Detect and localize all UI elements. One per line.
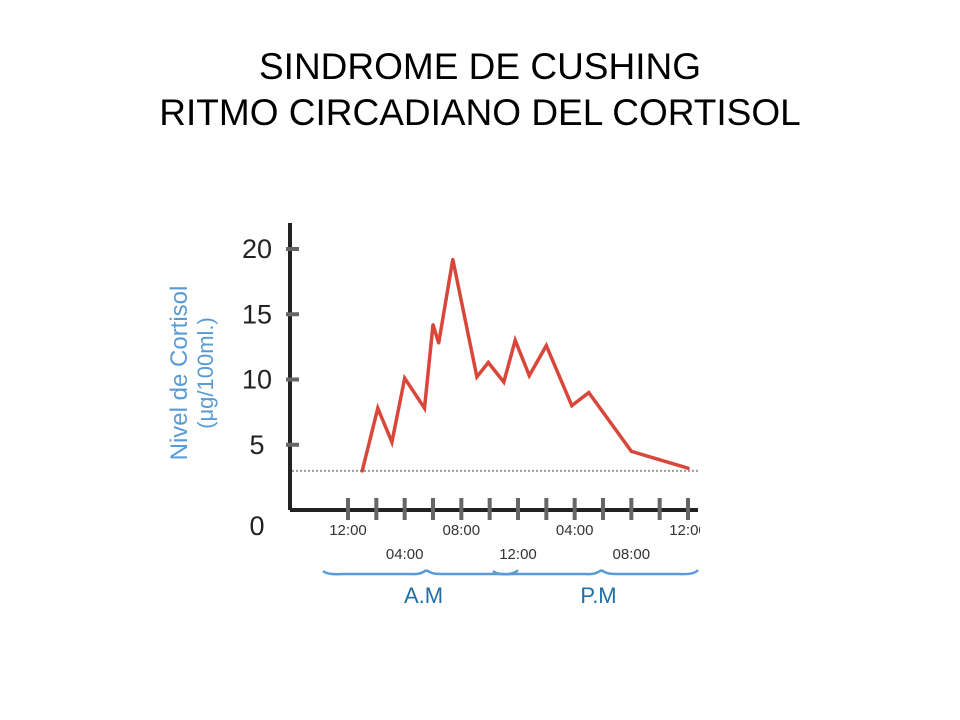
y-tick-label: 10 [242, 365, 272, 395]
period-label: A.M [404, 583, 443, 605]
x-tick-label: 08:00 [443, 522, 481, 539]
cortisol-data-point [629, 449, 633, 453]
chart-svg: Nivel de Cortisol (μg/100ml.) 20 15 10 5 0 12:0… [166, 223, 700, 605]
cortisol-chart: Nivel de Cortisol (μg/100ml.) 20 15 10 5 0 12:0… [153, 213, 700, 605]
cortisol-data-point [390, 440, 394, 444]
period-brace [492, 569, 699, 576]
cortisol-data-point [376, 406, 380, 410]
cortisol-data-point [451, 257, 455, 262]
cortisol-data-point [403, 376, 407, 380]
cortisol-data-point [475, 375, 479, 379]
x-tick-label: 12:00 [499, 546, 537, 563]
y-axis-label: Nivel de Cortisol [166, 286, 193, 461]
cortisol-data-point [686, 466, 690, 470]
cortisol-data-point [437, 341, 441, 345]
y-tick-label: 0 [249, 511, 264, 541]
title-line-2: RITMO CIRCADIANO DEL CORTISOL [159, 92, 801, 133]
cortisol-data-point [360, 469, 364, 473]
x-tick-label: 08:00 [613, 546, 651, 563]
period-label: P.M [580, 583, 616, 605]
cortisol-data-point [544, 343, 548, 348]
x-tick-label: 04:00 [386, 546, 424, 563]
cortisol-data-point [570, 404, 574, 408]
x-tick-label: 04:00 [556, 522, 594, 539]
cortisol-data-point [422, 406, 427, 410]
cortisol-series-line [360, 259, 690, 473]
cortisol-data-point [502, 380, 506, 384]
cortisol-data-point [587, 390, 591, 395]
y-tick-label: 15 [242, 299, 272, 329]
cortisol-data-point [513, 338, 517, 342]
title-line-1: SINDROME DE CUSHING [259, 46, 701, 87]
period-brace [322, 569, 519, 576]
slide-title: SINDROME DE CUSHING RITMO CIRCADIANO DEL… [0, 44, 960, 136]
y-tick-label: 20 [242, 234, 272, 264]
cortisol-data-point [486, 360, 490, 365]
y-axis-unit-label: (μg/100ml.) [193, 317, 218, 429]
y-tick-label: 5 [249, 430, 264, 460]
cortisol-data-point [527, 373, 531, 378]
x-tick-label: 12:00 [329, 522, 367, 539]
x-tick-label: 12:00 [669, 522, 700, 539]
cortisol-data-point [431, 323, 435, 327]
